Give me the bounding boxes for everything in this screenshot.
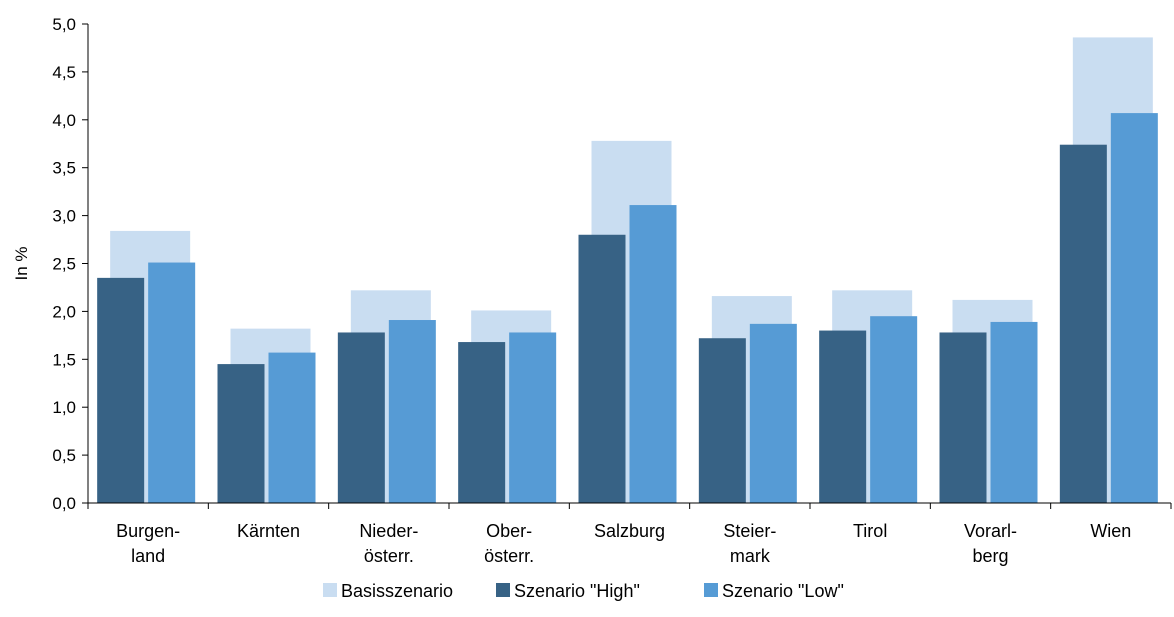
bar-szenario-low	[990, 321, 1038, 503]
bar-szenario-low	[629, 205, 677, 503]
bar-szenario-low	[388, 320, 436, 503]
bar-szenario-high	[337, 332, 385, 503]
y-tick-label: 3,0	[52, 207, 76, 226]
bar-szenario-high	[698, 338, 746, 503]
bar-szenario-low	[870, 316, 918, 503]
y-tick-label: 1,5	[52, 350, 76, 369]
x-tick-label: Vorarl-berg	[964, 521, 1017, 566]
bar-szenario-low	[148, 262, 196, 503]
x-tick-label: Tirol	[853, 521, 887, 541]
y-tick-label: 1,0	[52, 398, 76, 417]
legend-swatch	[496, 583, 510, 597]
bar-szenario-low	[268, 352, 316, 503]
x-tick-label: Nieder-österr.	[359, 521, 418, 566]
legend-label: Basisszenario	[341, 581, 453, 601]
y-tick-label: 0,0	[52, 494, 76, 513]
y-tick-label: 5,0	[52, 15, 76, 34]
bar-szenario-high	[1059, 144, 1107, 503]
x-tick-label: Wien	[1090, 521, 1131, 541]
x-tick-label: Salzburg	[594, 521, 665, 541]
bar-szenario-high	[939, 332, 987, 503]
x-tick-label: Ober-österr.	[484, 521, 534, 566]
bar-szenario-high	[458, 342, 506, 503]
x-tick-label: Kärnten	[237, 521, 300, 541]
y-tick-label: 2,5	[52, 255, 76, 274]
y-tick-label: 2,0	[52, 302, 76, 321]
bar-szenario-high	[97, 277, 145, 503]
y-tick-label: 0,5	[52, 446, 76, 465]
bar-szenario-low	[509, 332, 557, 503]
x-tick-label: Burgen-land	[116, 521, 180, 566]
y-tick-label: 4,0	[52, 111, 76, 130]
bar-szenario-high	[217, 364, 265, 503]
bars	[97, 37, 1158, 504]
legend-label: Szenario "High"	[514, 581, 640, 601]
y-tick-label: 3,5	[52, 159, 76, 178]
y-axis: 0,0 0,5 1,0 1,5 2,0 2,5 3,0 3,5 4,0 4,5 5,0	[52, 15, 89, 513]
bar-szenario-low	[1110, 113, 1158, 504]
x-tick-label: Steier-mark	[723, 521, 776, 566]
bar-szenario-high	[819, 330, 867, 503]
y-axis-title: In %	[12, 246, 31, 280]
legend-swatch	[704, 583, 718, 597]
legend-swatch	[323, 583, 337, 597]
legend-label: Szenario "Low"	[722, 581, 844, 601]
x-axis: Burgen-land Kärnten Nieder-österr. Ober-öst…	[87, 502, 1172, 566]
legend: Basisszenario Szenario "High" Szenario "Lo…	[323, 581, 844, 601]
bar-szenario-low	[749, 323, 797, 503]
bar-szenario-high	[578, 234, 626, 503]
y-tick-label: 4,5	[52, 63, 76, 82]
